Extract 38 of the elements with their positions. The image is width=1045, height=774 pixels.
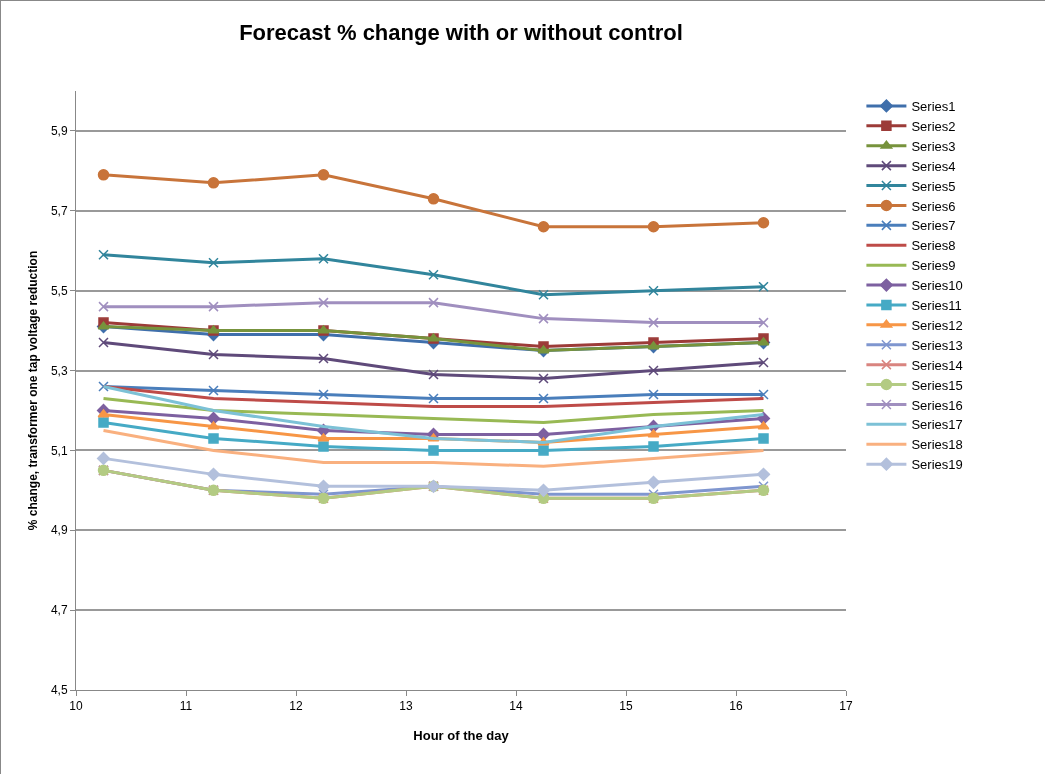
legend-label: Series3: [911, 138, 956, 154]
legend-label: Series5: [911, 178, 956, 194]
legend-label: Series7: [911, 218, 956, 234]
x-tick-label: 14: [509, 699, 523, 714]
chart-title: Forecast % change with or without control: [239, 19, 683, 45]
legend-label: Series10: [911, 278, 963, 294]
y-tick-label: 5,9: [50, 124, 68, 139]
legend-label: Series9: [911, 258, 956, 274]
legend-label: Series19: [911, 457, 963, 473]
legend-label: Series12: [911, 317, 963, 333]
y-tick-label: 4,7: [50, 603, 68, 618]
legend-label: Series15: [911, 377, 963, 393]
legend-label: Series17: [911, 417, 963, 433]
legend-label: Series1: [911, 99, 956, 115]
x-tick-label: 11: [179, 699, 193, 714]
legend-label: Series2: [911, 118, 956, 134]
legend-label: Series8: [911, 238, 956, 254]
x-tick-label: 16: [729, 699, 743, 714]
y-tick-label: 5,3: [50, 363, 68, 378]
x-tick-label: 17: [839, 699, 853, 714]
legend-label: Series18: [911, 437, 963, 453]
x-axis-title: Hour of the day: [413, 728, 510, 743]
legend-label: Series16: [911, 397, 963, 413]
y-tick-label: 4,9: [50, 523, 68, 538]
y-axis-title: % change, transformer one tap voltage reduction: [26, 250, 41, 531]
x-tick-label: 10: [69, 699, 83, 714]
legend-label: Series6: [911, 198, 956, 214]
x-tick-label: 13: [399, 699, 413, 714]
legend-label: Series13: [911, 337, 963, 353]
y-tick-label: 5,7: [50, 204, 68, 218]
legend-label: Series11: [911, 298, 962, 314]
y-tick-label: 5,5: [50, 283, 68, 298]
x-tick-label: 15: [619, 699, 633, 714]
legend-label: Series14: [911, 357, 963, 373]
x-tick-label: 12: [289, 699, 303, 714]
y-tick-label: 5,1: [50, 443, 68, 458]
y-tick-label: 4,5: [50, 683, 68, 698]
legend-label: Series4: [911, 158, 956, 174]
